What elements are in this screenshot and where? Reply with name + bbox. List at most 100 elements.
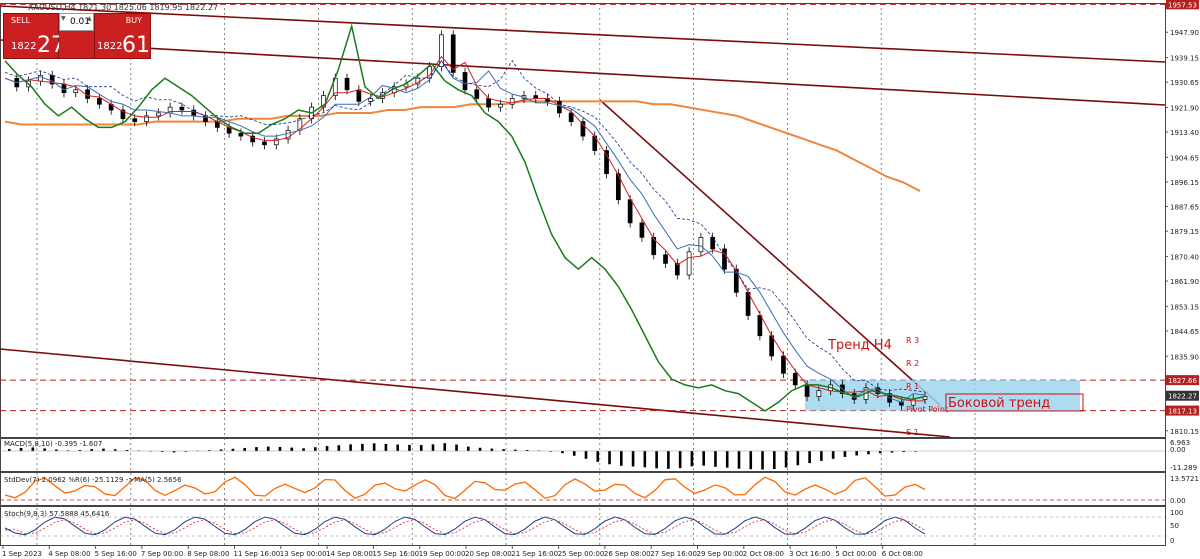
candle-body	[97, 98, 102, 105]
macd-bar	[43, 448, 46, 451]
macd-bar	[561, 451, 564, 454]
price-label: 1957.53	[1168, 1, 1197, 9]
channel-line-lower_bottom	[0, 348, 951, 438]
macd-bar	[243, 447, 246, 451]
macd-bar	[396, 444, 399, 451]
candle-body	[722, 248, 727, 270]
y-tick-label: 1810.15	[1170, 428, 1199, 436]
candle-body	[179, 106, 185, 111]
x-tick-label: 7 Sep 00:00	[141, 550, 183, 558]
x-tick-label: 13 Sep 00:00	[280, 550, 327, 558]
x-tick-label: 25 Sep 00:00	[558, 550, 605, 558]
price-label: 1817.13	[1168, 408, 1197, 416]
stddev-y-tick: 13.5721	[1170, 475, 1199, 483]
macd-bar	[361, 443, 364, 451]
candle-body	[49, 74, 55, 85]
stoch-y-tick: 0	[1170, 537, 1174, 545]
candle-body	[757, 315, 763, 337]
x-tick-label: 5 Oct 00:00	[835, 550, 876, 558]
y-tick-label: 1947.90	[1170, 29, 1199, 37]
macd-bar	[55, 449, 58, 451]
candle-body	[686, 251, 692, 276]
macd-bar	[8, 448, 11, 451]
macd-bar	[702, 451, 705, 466]
macd-bar	[278, 446, 282, 451]
lot-down-icon[interactable]: ▼	[61, 15, 66, 22]
macd-bar	[514, 449, 517, 451]
macd-bar	[419, 445, 423, 451]
sell-button[interactable]: SELL 1822 27	[3, 13, 65, 59]
buy-price-big: 61	[122, 33, 150, 58]
candle-body	[368, 98, 373, 102]
sell-price-big: 27	[37, 33, 65, 58]
macd-bar	[431, 444, 435, 451]
macd-bar	[90, 449, 93, 451]
macd-bar	[19, 447, 23, 451]
candle-body	[792, 372, 798, 386]
stoch-main-line	[4, 516, 926, 536]
x-tick-label: 11 Sep 16:00	[234, 550, 281, 558]
macd-bar	[808, 451, 811, 464]
chikou-line	[4, 23, 926, 412]
macd-bar	[855, 451, 858, 456]
spread-area	[59, 31, 94, 59]
macd-bar	[831, 451, 835, 459]
candle-body	[651, 237, 657, 256]
candle-body	[498, 103, 503, 108]
macd-bar	[231, 448, 235, 451]
y-tick-label: 1921.90	[1170, 104, 1199, 112]
macd-bar	[867, 451, 870, 455]
x-tick-label: 6 Oct 08:00	[882, 550, 923, 558]
y-tick-label: 1844.65	[1170, 328, 1199, 336]
candle-body	[639, 222, 645, 238]
pane-frame-3	[0, 506, 1166, 546]
x-tick-label: 14 Sep 08:00	[326, 550, 373, 558]
ma-200-line	[4, 100, 921, 192]
macd-bar	[337, 445, 341, 451]
macd-bar	[31, 447, 35, 451]
macd-bar	[914, 451, 917, 452]
stddev-label: StdDev(7) 2.0962 %R(6) -25.1129 ->MA(5) …	[4, 476, 182, 484]
macd-bar	[113, 449, 117, 451]
macd-bar	[690, 451, 694, 467]
macd-y-tick: 0.00	[1170, 446, 1186, 454]
macd-bar	[749, 451, 753, 470]
macd-bar	[502, 449, 505, 451]
macd-bar	[325, 446, 329, 451]
candle-body	[804, 384, 810, 397]
candle-body	[450, 34, 456, 73]
candle-body	[474, 89, 480, 99]
x-tick-label: 29 Sep 00:00	[697, 550, 744, 558]
lot-size-input[interactable]: 0.01	[59, 13, 94, 31]
y-tick-label: 1887.65	[1170, 204, 1199, 212]
macd-bar	[219, 449, 223, 451]
candle-body	[615, 173, 621, 201]
ma-fast-line	[4, 55, 925, 402]
macd-bar	[714, 451, 717, 467]
macd-bar	[455, 444, 458, 451]
macd-bar	[549, 451, 552, 452]
macd-bar	[490, 448, 494, 451]
macd-bar	[255, 447, 258, 451]
pivot-point-label: Pivot Point	[906, 405, 948, 414]
candle-body	[674, 263, 680, 276]
macd-bar	[525, 449, 529, 451]
lot-up-icon[interactable]: ▲	[87, 15, 92, 22]
channel-line-lower_top	[0, 39, 1166, 106]
macd-y-tick: -11.289	[1170, 464, 1197, 472]
macd-bar	[184, 451, 188, 452]
macd-bar	[266, 446, 270, 451]
macd-bar	[596, 451, 600, 462]
buy-label: BUY	[125, 16, 142, 25]
candle-body	[73, 89, 79, 94]
candle-body	[462, 72, 468, 91]
r2-label: R 2	[906, 359, 919, 368]
candle-body	[698, 237, 704, 253]
price-label-box	[1166, 405, 1199, 416]
buy-button[interactable]: BUY 1822 61	[94, 13, 151, 59]
macd-bar	[773, 451, 776, 470]
price-label-box	[1166, 0, 1199, 10]
candle-body	[568, 112, 574, 122]
candle-body	[238, 132, 244, 137]
